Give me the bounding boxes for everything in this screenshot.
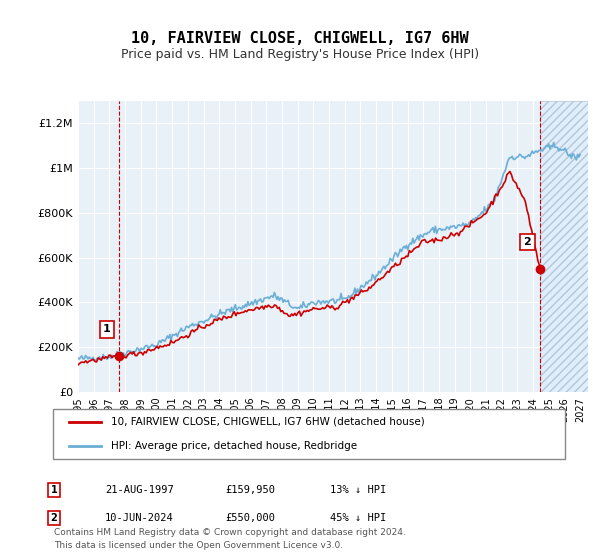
Text: 13% ↓ HPI: 13% ↓ HPI — [330, 485, 386, 495]
Text: 1: 1 — [50, 485, 58, 495]
FancyBboxPatch shape — [53, 409, 565, 459]
Text: 45% ↓ HPI: 45% ↓ HPI — [330, 513, 386, 523]
Text: 10, FAIRVIEW CLOSE, CHIGWELL, IG7 6HW: 10, FAIRVIEW CLOSE, CHIGWELL, IG7 6HW — [131, 31, 469, 46]
Text: Contains HM Land Registry data © Crown copyright and database right 2024.
This d: Contains HM Land Registry data © Crown c… — [54, 529, 406, 550]
Text: 2: 2 — [524, 237, 532, 247]
Text: HPI: Average price, detached house, Redbridge: HPI: Average price, detached house, Redb… — [112, 441, 358, 451]
Text: Price paid vs. HM Land Registry's House Price Index (HPI): Price paid vs. HM Land Registry's House … — [121, 48, 479, 60]
Text: 21-AUG-1997: 21-AUG-1997 — [105, 485, 174, 495]
Text: £550,000: £550,000 — [225, 513, 275, 523]
Text: 10-JUN-2024: 10-JUN-2024 — [105, 513, 174, 523]
Text: 2: 2 — [50, 513, 58, 523]
Bar — [540, 101, 588, 392]
Text: 10, FAIRVIEW CLOSE, CHIGWELL, IG7 6HW (detached house): 10, FAIRVIEW CLOSE, CHIGWELL, IG7 6HW (d… — [112, 417, 425, 427]
Text: £159,950: £159,950 — [225, 485, 275, 495]
Text: 1: 1 — [103, 324, 111, 334]
